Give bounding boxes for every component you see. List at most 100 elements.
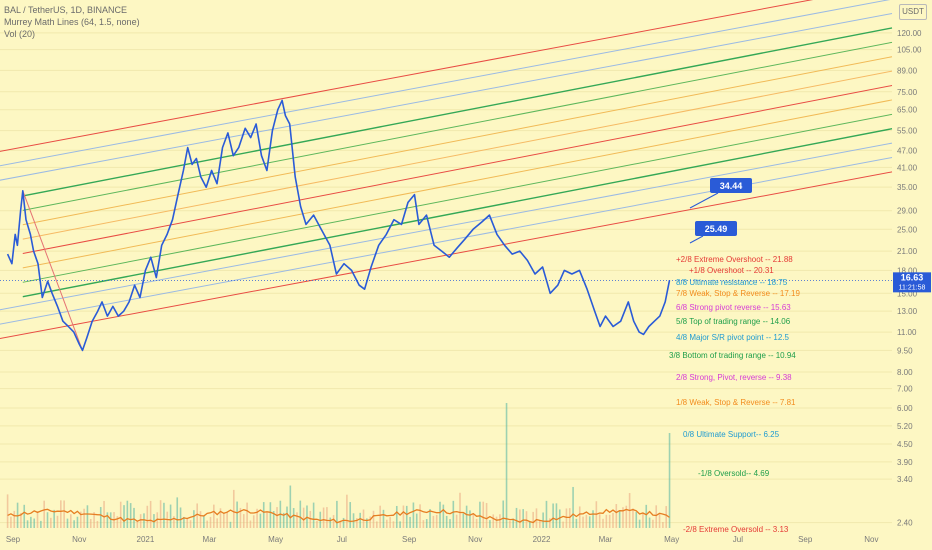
volume-bar [635,511,638,528]
callout-box [710,178,752,193]
volume-bar [156,512,159,528]
murrey-channel-line [22,85,893,255]
volume-bar [565,508,568,528]
volume-bar [69,514,72,528]
murrey-channel-line [0,157,893,325]
volume-bar [409,516,411,528]
x-tick-label: Sep [6,535,21,544]
murrey-channel-line [0,171,893,340]
volume-bar [452,500,455,528]
volume-bar [199,511,202,528]
volume-bar [535,508,538,528]
volume-bar [585,514,588,528]
volume-bar [246,502,248,528]
volume-bar [149,500,152,528]
volume-bar [645,504,648,528]
volume-bar [529,521,531,528]
volume-bar [53,509,55,528]
murrey-level-label: 2/8 Strong, Pivot, reverse -- 9.38 [676,373,792,382]
volume-bar [193,510,195,528]
y-tick-label: 8.00 [897,368,913,377]
volume-bar [455,514,458,528]
volume-bar [575,518,578,528]
y-tick-label: 55.00 [897,127,918,136]
x-tick-label: Nov [468,535,482,544]
volume-bar [63,500,65,528]
volume-bar [159,500,162,528]
volume-bar [515,507,518,528]
volume-bar [432,515,435,528]
volume-legend[interactable]: Vol (20) [4,29,36,39]
murrey-level-label: +2/8 Extreme Overshoot -- 21.88 [676,255,793,264]
volume-bar [46,512,49,528]
volume-bar [183,516,185,528]
volume-bar [119,501,122,528]
volume-bar [422,520,425,528]
volume-bar [36,511,39,528]
y-tick-label: 18.00 [897,266,918,275]
volume-bar [462,513,465,528]
volume-bar [652,519,654,528]
volume-bar [542,512,544,528]
volume-bar [276,507,278,528]
volume-bar [169,504,172,528]
y-tick-label: 3.40 [897,475,913,484]
x-tick-label: Nov [72,535,86,544]
murrey-level-label: 1/8 Weak, Stop & Reverse -- 7.81 [676,398,796,407]
volume-bar [668,433,671,528]
volume-bar [349,502,352,528]
volume-bar [665,506,668,528]
callout-pointer [689,192,719,209]
volume-bar [223,513,225,528]
indicator-legend[interactable]: Murrey Math Lines (64, 1.5, none) [4,17,140,27]
volume-bar [479,501,481,528]
volume-bar [545,500,548,528]
volume-bar [26,520,29,528]
x-axis: Sep Nov 2021 Mar May Jul Sep Nov 2022 Mar May Jul Se… [6,535,879,544]
volume-bar [73,520,75,528]
volume-bar [562,521,564,528]
volume-bar [146,505,149,528]
y-tick-label: 9.50 [897,346,913,355]
volume-bar [625,505,628,528]
volume-bar [40,520,42,528]
volume-bar [465,505,468,528]
volume-bar [342,517,345,528]
volume-bar [296,512,298,528]
volume-bar [89,519,92,528]
y-axis: 120.00 105.00 89.00 75.00 65.00 55.00 47.00 41.… [897,29,922,528]
x-tick-label: Sep [798,535,813,544]
volume-bar [50,517,52,528]
volume-bar [386,519,388,528]
last-price-marker: 16.63 11:21:58 [0,272,931,293]
murrey-channel-line [22,41,893,211]
volume-bar [425,519,428,528]
volume-ma-line [7,508,670,524]
volume-bar [242,514,245,528]
y-tick-label: 89.00 [897,66,918,75]
volume-bar [322,507,325,528]
volume-bar [66,518,69,528]
volume-bar [43,500,45,528]
volume-bar [226,511,228,528]
volume-bar [272,511,275,528]
y-tick-label: 41.00 [897,163,918,172]
volume-bar [642,512,644,528]
volume-bar [588,516,591,528]
last-price-tag [893,272,931,293]
volume-bar [6,494,9,528]
volume-bar [312,502,315,528]
x-tick-label: Jul [337,535,347,544]
volume-bar [232,489,235,528]
volume-bar [33,518,36,528]
currency-badge[interactable]: USDT [899,4,927,20]
volume-bar [302,507,305,528]
volume-bar [286,506,288,528]
volume-bar [445,515,448,528]
symbol-title[interactable]: BAL / TetherUS, 1D, BINANCE [4,5,128,15]
volume-bar [13,510,16,528]
volume-bar [219,508,222,528]
volume-bar [615,504,618,528]
volume-bar [60,500,62,528]
